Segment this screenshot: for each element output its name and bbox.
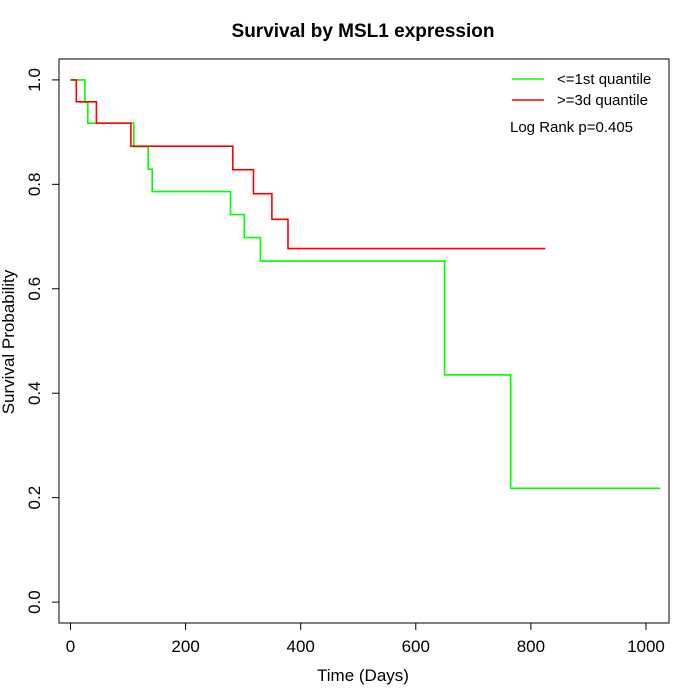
survival-curve-le-1st-quantile [70,79,661,490]
y-tick-label: 0.4 [25,381,44,405]
y-tick-label: 0.2 [25,486,44,510]
legend-label-le-1st-quantile: <=1st quantile [557,71,651,88]
y-tick-label: 1.0 [25,68,44,92]
x-tick-label: 400 [287,637,315,656]
x-axis: 0 200 400 600 800 1000 [66,622,665,656]
plot-frame [58,58,670,624]
x-tick-label: 600 [402,637,430,656]
x-tick-label: 800 [517,637,545,656]
x-axis-label: Time (Days) [317,666,409,685]
survival-curve-ge-3d-quantile [70,79,546,250]
chart-title: Survival by MSL1 expression [232,21,495,42]
y-tick-label: 0.6 [25,277,44,301]
legend: <=1st quantile >=3d quantile Log Rank p=… [510,71,651,136]
y-axis-label: Survival Probability [0,269,18,414]
y-tick-label: 0.0 [25,590,44,614]
plot-lines [70,79,661,490]
y-axis: 0.0 0.2 0.4 0.6 0.8 1.0 [25,68,60,614]
y-tick-label: 0.8 [25,173,44,197]
x-tick-label: 1000 [627,637,665,656]
legend-label-ge-3d-quantile: >=3d quantile [557,92,648,109]
x-tick-label: 0 [66,637,75,656]
x-tick-label: 200 [171,637,199,656]
logrank-annotation: Log Rank p=0.405 [510,119,633,136]
